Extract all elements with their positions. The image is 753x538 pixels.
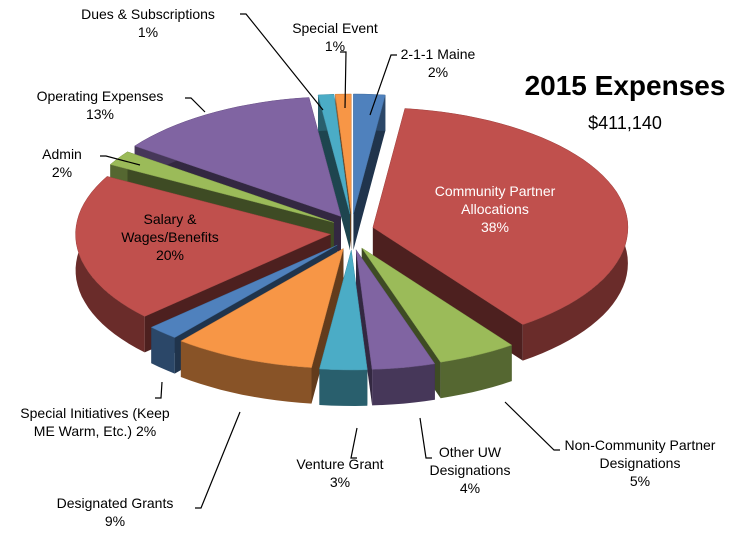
category-label: Salary & Wages/Benefits <box>121 211 219 245</box>
value-label: 4% <box>459 480 481 496</box>
slice-label: Salary & Wages/Benefits 20% <box>105 210 235 264</box>
slice-side <box>318 95 350 251</box>
slice-side <box>356 249 373 406</box>
chart-title: 2015 Expenses <box>524 70 726 101</box>
leader-line <box>350 427 358 459</box>
slice-label: Special Event 1% <box>275 19 395 55</box>
value-label: 38% <box>480 219 510 235</box>
slice <box>372 108 629 325</box>
category-label: Special Initiatives (Keep ME Warm, Etc.) <box>20 405 170 439</box>
value-label: 5% <box>629 473 651 489</box>
category-label: Venture Grant <box>296 456 384 472</box>
slice-side <box>372 363 435 406</box>
value-label: 3% <box>329 474 351 490</box>
chart-subtitle: $411,140 <box>588 113 662 133</box>
value-label: 1% <box>137 24 159 40</box>
slice <box>134 97 342 217</box>
slice-label: Non-Community Partner Designations 5% <box>545 436 735 490</box>
category-label: Special Event <box>292 20 378 36</box>
value-label: 1% <box>324 38 346 54</box>
value-label: 13% <box>85 106 115 122</box>
slice-label: Dues & Subscriptions 1% <box>53 5 243 41</box>
slice <box>361 247 513 363</box>
slice-side <box>353 95 386 250</box>
leader-line <box>369 54 397 116</box>
slice-label: Special Initiatives (Keep ME Warm, Etc.)… <box>10 404 180 440</box>
slice-label: Admin 2% <box>22 145 102 181</box>
leader-line <box>419 417 432 459</box>
slice-side <box>151 327 175 374</box>
slice <box>355 249 436 370</box>
slice <box>319 249 368 371</box>
slice-label: Venture Grant 3% <box>285 455 395 491</box>
leader-line <box>195 411 241 509</box>
slice <box>180 247 344 368</box>
slice-side <box>180 341 312 404</box>
slice-label: Community Partner Allocations 38% <box>410 182 580 236</box>
slice-label: 2-1-1 Maine 2% <box>388 45 488 81</box>
slice <box>335 93 352 215</box>
leader-line <box>100 155 141 166</box>
value-label: 2% <box>427 64 449 80</box>
slice-label: Other UW Designations 4% <box>415 443 525 497</box>
leader-line <box>240 13 324 111</box>
slice-side <box>372 227 523 361</box>
slice-side <box>440 345 512 399</box>
category-label: Operating Expenses <box>36 88 164 104</box>
slice-label: Designated Grants 9% <box>30 494 200 530</box>
value-label: 9% <box>104 513 126 529</box>
slice <box>353 93 386 215</box>
category-label: 2-1-1 Maine <box>400 46 476 62</box>
category-label: Designated Grants <box>56 495 174 511</box>
category-label: Other UW Designations <box>429 444 511 478</box>
slice-side <box>319 369 368 406</box>
category-label: Dues & Subscriptions <box>81 6 215 22</box>
slice <box>150 244 338 338</box>
slice <box>317 94 351 215</box>
value-label: 2% <box>51 164 73 180</box>
slice <box>75 176 332 317</box>
value-label: 20% <box>155 247 185 263</box>
category-label: Admin <box>42 146 82 162</box>
leader-line <box>504 401 560 451</box>
slice <box>109 151 334 223</box>
leader-line <box>340 51 347 109</box>
slice-label: Operating Expenses 13% <box>5 87 195 123</box>
leader-line <box>185 97 206 113</box>
category-label: Non-Community Partner Designations <box>564 437 716 471</box>
leader-line <box>155 381 163 399</box>
value-label: 2% <box>135 423 157 439</box>
category-label: Community Partner Allocations <box>434 183 556 217</box>
